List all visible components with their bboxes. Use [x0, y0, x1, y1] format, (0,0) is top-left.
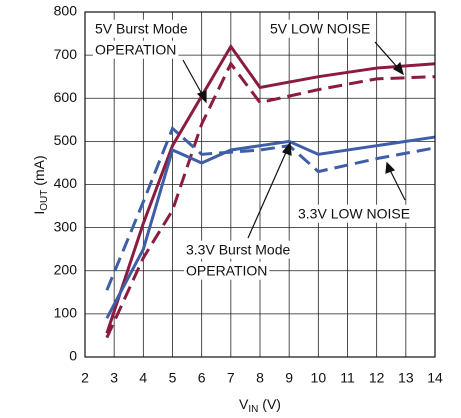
arrow-head — [393, 61, 404, 76]
annotation: 5V LOW NOISE — [270, 21, 370, 37]
arrow — [247, 149, 288, 239]
arrow-head — [282, 141, 292, 156]
x-tick-label: 5 — [169, 370, 177, 386]
x-label-sub: IN — [248, 404, 258, 415]
arrow — [389, 169, 406, 201]
arrows — [182, 41, 406, 239]
series-lines — [105, 43, 436, 339]
arrow-head — [196, 90, 207, 104]
x-tick-label: 7 — [227, 370, 235, 386]
annotation: 3.3V Burst Mode — [186, 242, 290, 258]
annotation: OPERATION — [186, 263, 267, 279]
annotation: OPERATION — [95, 42, 176, 58]
x-label-main: V — [239, 396, 249, 412]
y-tick-label: 0 — [69, 348, 77, 364]
series-line — [105, 43, 436, 334]
annotation-background — [296, 204, 413, 223]
x-tick-label: 2 — [81, 370, 89, 386]
series-line — [105, 60, 436, 339]
annotation-background — [268, 19, 373, 38]
x-tick-label: 4 — [139, 370, 147, 386]
x-tick-label: 6 — [198, 370, 206, 386]
x-tick-label: 9 — [285, 370, 293, 386]
arrow-head — [385, 161, 396, 174]
y-tick-label: 800 — [54, 3, 78, 19]
x-tick-label: 3 — [110, 370, 118, 386]
annotation-background — [184, 261, 270, 280]
y-label-unit: (mA) — [31, 155, 47, 189]
y-axis-label: IOUT (mA) — [31, 155, 50, 214]
annotation-background — [93, 19, 190, 38]
y-tick-label: 400 — [54, 175, 78, 191]
grid — [84, 11, 436, 358]
y-tick-label: 300 — [54, 218, 78, 234]
annotations: 5V Burst Mode OPERATION 5V LOW NOISE 3.3V L… — [95, 21, 410, 279]
x-tick-label: 12 — [369, 370, 385, 386]
x-tick-label: 13 — [398, 370, 414, 386]
x-tick-label: 14 — [427, 370, 443, 386]
x-label-unit: (V) — [258, 396, 281, 412]
y-tick-label: 600 — [54, 89, 78, 105]
y-label-sub: OUT — [39, 190, 50, 211]
plot-frame — [84, 11, 436, 358]
annotation-backgrounds — [93, 19, 413, 280]
arrow — [182, 59, 204, 97]
annotation: 3.3V LOW NOISE — [298, 206, 410, 222]
y-tick-label: 500 — [54, 132, 78, 148]
y-tick-label: 200 — [54, 261, 78, 277]
x-tick-label: 11 — [340, 370, 355, 386]
y-tick-label: 100 — [54, 305, 78, 321]
annotation-background — [184, 240, 293, 259]
y-tick-label: 700 — [54, 46, 78, 62]
x-tick-label: 10 — [311, 370, 327, 386]
series-line — [105, 125, 436, 291]
y-label-main: I — [31, 211, 47, 215]
annotation: 5V Burst Mode — [95, 21, 188, 37]
series-line — [105, 135, 436, 319]
x-axis-label: VIN (V) — [239, 396, 281, 415]
arrow — [374, 41, 399, 69]
x-tick-label: 8 — [256, 370, 264, 386]
annotation-background — [93, 40, 179, 59]
